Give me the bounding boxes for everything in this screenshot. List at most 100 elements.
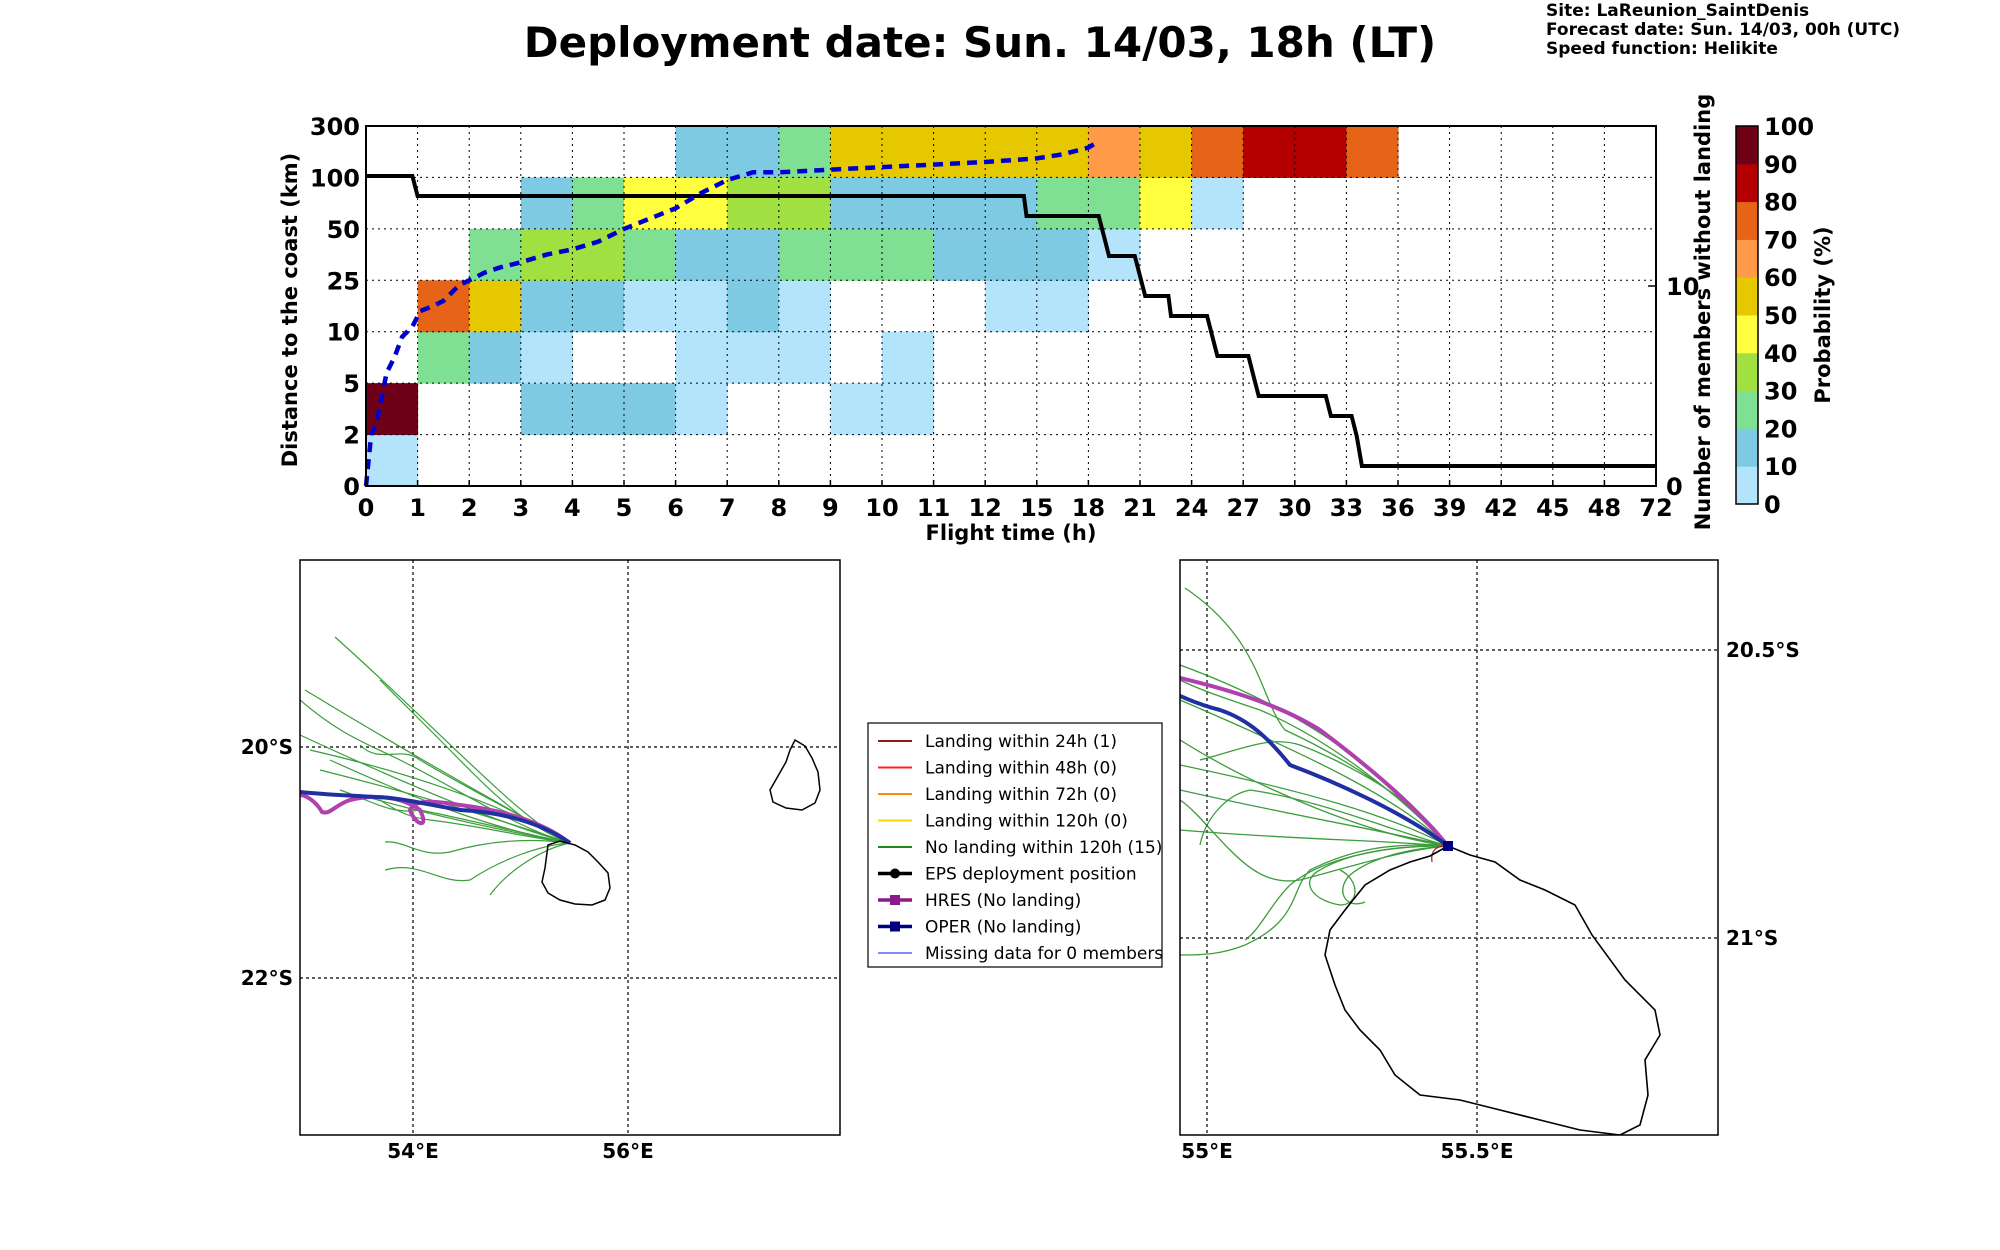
heatmap-cell [1036, 280, 1089, 333]
legend-label: HRES (No landing) [925, 891, 1081, 911]
x-tick-label: 0 [358, 494, 375, 522]
heatmap-cell [624, 280, 677, 333]
heatmap-cell [520, 331, 573, 384]
left-map-lat-tick: 22°S [241, 966, 293, 990]
heatmap-cell [520, 280, 573, 333]
heatmap-cell [778, 177, 831, 230]
legend-label: Landing within 72h (0) [925, 785, 1117, 805]
heatmap-cell [417, 331, 470, 384]
colorbar-band [1736, 201, 1758, 240]
left-map-lon-tick: 56°E [602, 1139, 654, 1163]
median-distance-line [363, 139, 1100, 487]
x-tick-label: 10 [865, 494, 898, 522]
reunion-island-coastline [1324, 845, 1661, 1135]
x-tick-label: 4 [564, 494, 581, 522]
y-axis-label: Distance to the coast (km) [278, 153, 302, 468]
probability-colorbar: 0 10 20 30 40 50 60 70 80 90 100 Probability (%) [1735, 113, 1835, 519]
heatmap-cell [985, 280, 1038, 333]
heatmap-cell [830, 228, 883, 281]
x-tick-label: 12 [968, 494, 1001, 522]
x-tick-label: 24 [1175, 494, 1208, 522]
legend-item: Landing within 120h (0) [878, 812, 1128, 832]
colorbar-tick-label: 50 [1764, 302, 1797, 330]
x-tick-label: 3 [512, 494, 529, 522]
trajectory-legend: Landing within 24h (1) Landing within 48h… [867, 722, 1163, 968]
heatmap-cell [1191, 126, 1244, 178]
heatmap-cell [572, 383, 625, 436]
y-tick-label: 25 [327, 267, 360, 295]
colorbar-frame [1735, 125, 1759, 505]
colorbar-band [1736, 126, 1758, 165]
x-tick-label: 42 [1484, 494, 1517, 522]
heatmap-cell [417, 280, 470, 333]
map-gridlines [300, 560, 840, 1135]
colorbar-band [1736, 277, 1758, 316]
heatmap-cell [727, 126, 780, 178]
right-map-frame [1179, 559, 1719, 1136]
legend-label: Missing data for 0 members [925, 944, 1163, 964]
y-tick-label: 100 [310, 164, 360, 192]
heatmap-cell [882, 126, 935, 178]
heatmap-cell [572, 280, 625, 333]
heatmap-cell [882, 383, 935, 436]
heatmap-cell [624, 177, 677, 230]
heatmap-cell [1088, 126, 1141, 178]
legend-swatch-marker [890, 921, 900, 932]
colorbar-tick-label: 40 [1764, 340, 1797, 368]
heatmap-cell [675, 331, 728, 384]
members-without-landing-line [366, 174, 1656, 468]
colorbar-tick-label: 90 [1764, 151, 1797, 179]
x-tick-label: 1 [409, 494, 426, 522]
y-tick-label: 5 [343, 370, 360, 398]
heatmap-cell [1140, 126, 1193, 178]
heatmap-cell [830, 177, 883, 230]
legend-item: No landing within 120h (15) [878, 838, 1162, 858]
colorbar-tick-label: 10 [1764, 453, 1797, 481]
colorbar-band [1736, 315, 1758, 354]
heatmap-cell [985, 228, 1038, 281]
heatmap-cell [469, 228, 522, 281]
heatmap-cell [985, 177, 1038, 230]
x-tick-label: 15 [1020, 494, 1053, 522]
x-tick-label: 33 [1330, 494, 1363, 522]
colorbar-band [1736, 239, 1758, 278]
hres-trajectory [1180, 676, 1450, 848]
legend-item: Landing within 24h (1) [878, 732, 1117, 752]
x-tick-label: 9 [822, 494, 839, 522]
left-map-lat-tick: 20°S [241, 735, 293, 759]
legend-item: OPER (No landing) [878, 918, 1081, 938]
regional-trajectory-map: 54°E 56°E 20°S 22°S [241, 559, 841, 1163]
heatmap-cell [520, 383, 573, 436]
heatmap-cell [1036, 228, 1089, 281]
local-trajectory-map: 55°E 55.5°E 20.5°S 21°S [1179, 559, 1800, 1163]
right-map-lat-tick: 21°S [1726, 926, 1778, 950]
y-tick-label: 10 [327, 319, 360, 347]
x-tick-label: 7 [719, 494, 736, 522]
right-map-lat-tick: 20.5°S [1726, 638, 1800, 662]
ensemble-trajectories [300, 636, 571, 896]
heatmap-cell [1294, 126, 1347, 178]
colorbar-band [1736, 428, 1758, 467]
heatmap-cell [572, 228, 625, 281]
legend-label: Landing within 120h (0) [925, 812, 1128, 832]
y2-tick-label: 0 [1666, 473, 1683, 501]
legend-swatch-marker [890, 895, 900, 905]
probability-heatmap: 0 1 2 3 4 5 6 7 8 9 10 11 12 15 18 21 24 27 30 33 36 39 42 45 48… [278, 94, 1715, 545]
mauritius-coastline [769, 738, 821, 811]
heatmap-cell [469, 280, 522, 333]
x-tick-label: 5 [616, 494, 633, 522]
forecast-info: Site: LaReunion_SaintDenis Forecast date… [1546, 2, 1900, 59]
heatmap-cell [1036, 126, 1089, 178]
legend-label: No landing within 120h (15) [925, 838, 1162, 858]
colorbar-tick-label: 30 [1764, 378, 1797, 406]
page-title: Deployment date: Sun. 14/03, 18h (LT) [523, 18, 1437, 67]
heatmap-cell [778, 228, 831, 281]
heatmap-cell [572, 177, 625, 230]
y2-axis-label: Number of members without landing [1691, 94, 1715, 531]
heatmap-cell [727, 331, 780, 384]
heatmap-cell [1088, 177, 1141, 230]
x-tick-label: 30 [1278, 494, 1311, 522]
reunion-island-coastline [541, 840, 611, 906]
legend-item: Landing within 48h (0) [878, 759, 1117, 779]
